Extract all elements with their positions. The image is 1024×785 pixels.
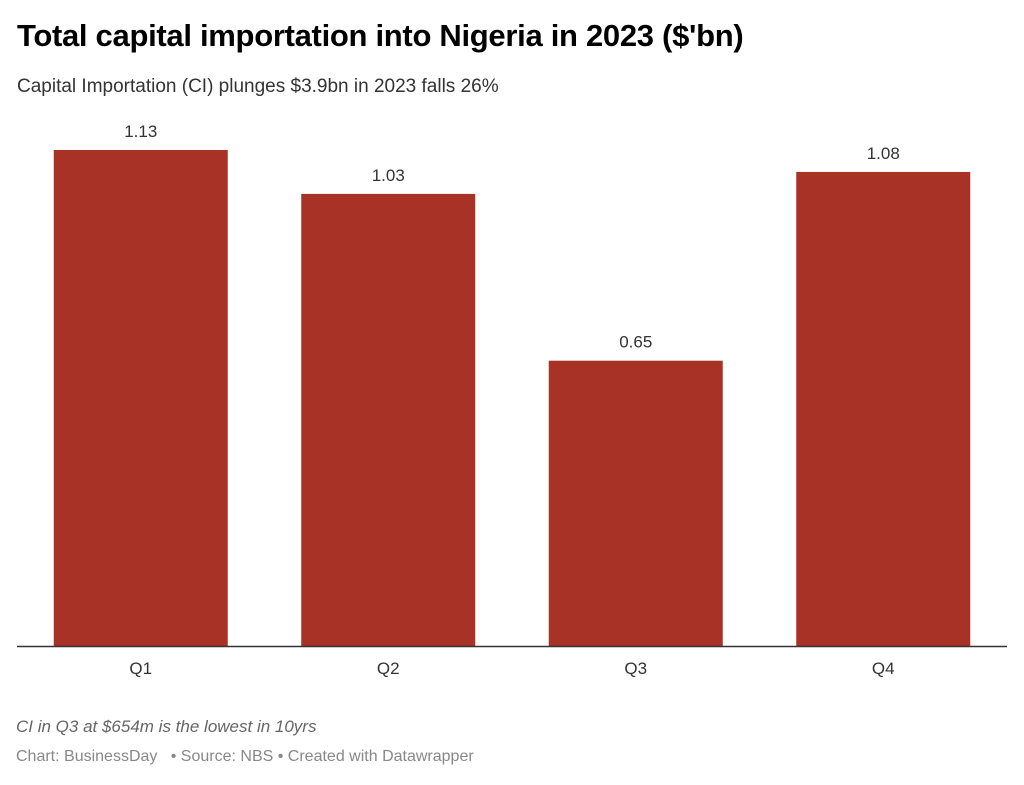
- bar-q4: [796, 171, 971, 646]
- separator-dot: •: [170, 748, 177, 765]
- data-label-q4: 1.08: [867, 144, 900, 163]
- chart-note: CI in Q3 at $654m is the lowest in 10yrs: [16, 717, 317, 736]
- chart-footer: Chart: BusinessDay • Source: NBS • Creat…: [16, 748, 474, 766]
- data-label-q2: 1.03: [372, 166, 405, 185]
- x-tick-label-q4: Q4: [872, 659, 895, 678]
- bar-q3: [548, 360, 723, 646]
- chart-subtitle: Capital Importation (CI) plunges $3.9bn …: [17, 76, 499, 97]
- tool-text: Created with Datawrapper: [287, 748, 474, 765]
- data-label-q1: 1.13: [124, 122, 157, 141]
- separator-dot: •: [277, 748, 284, 765]
- separator: [162, 748, 171, 765]
- credit-text: Chart: BusinessDay: [16, 748, 158, 765]
- bar-chart: 1.13 Q1 1.03 Q2 0.65 Q3 1.08 Q4: [17, 122, 1007, 678]
- x-tick-label-q2: Q2: [377, 659, 400, 678]
- x-tick-label-q3: Q3: [624, 659, 647, 678]
- bar-q2: [301, 193, 476, 646]
- chart-title: Total capital importation into Nigeria i…: [17, 18, 744, 53]
- x-tick-label-q1: Q1: [129, 659, 152, 678]
- data-label-q3: 0.65: [619, 333, 652, 352]
- source-text: Source: NBS: [180, 748, 274, 765]
- bar-q1: [53, 150, 228, 646]
